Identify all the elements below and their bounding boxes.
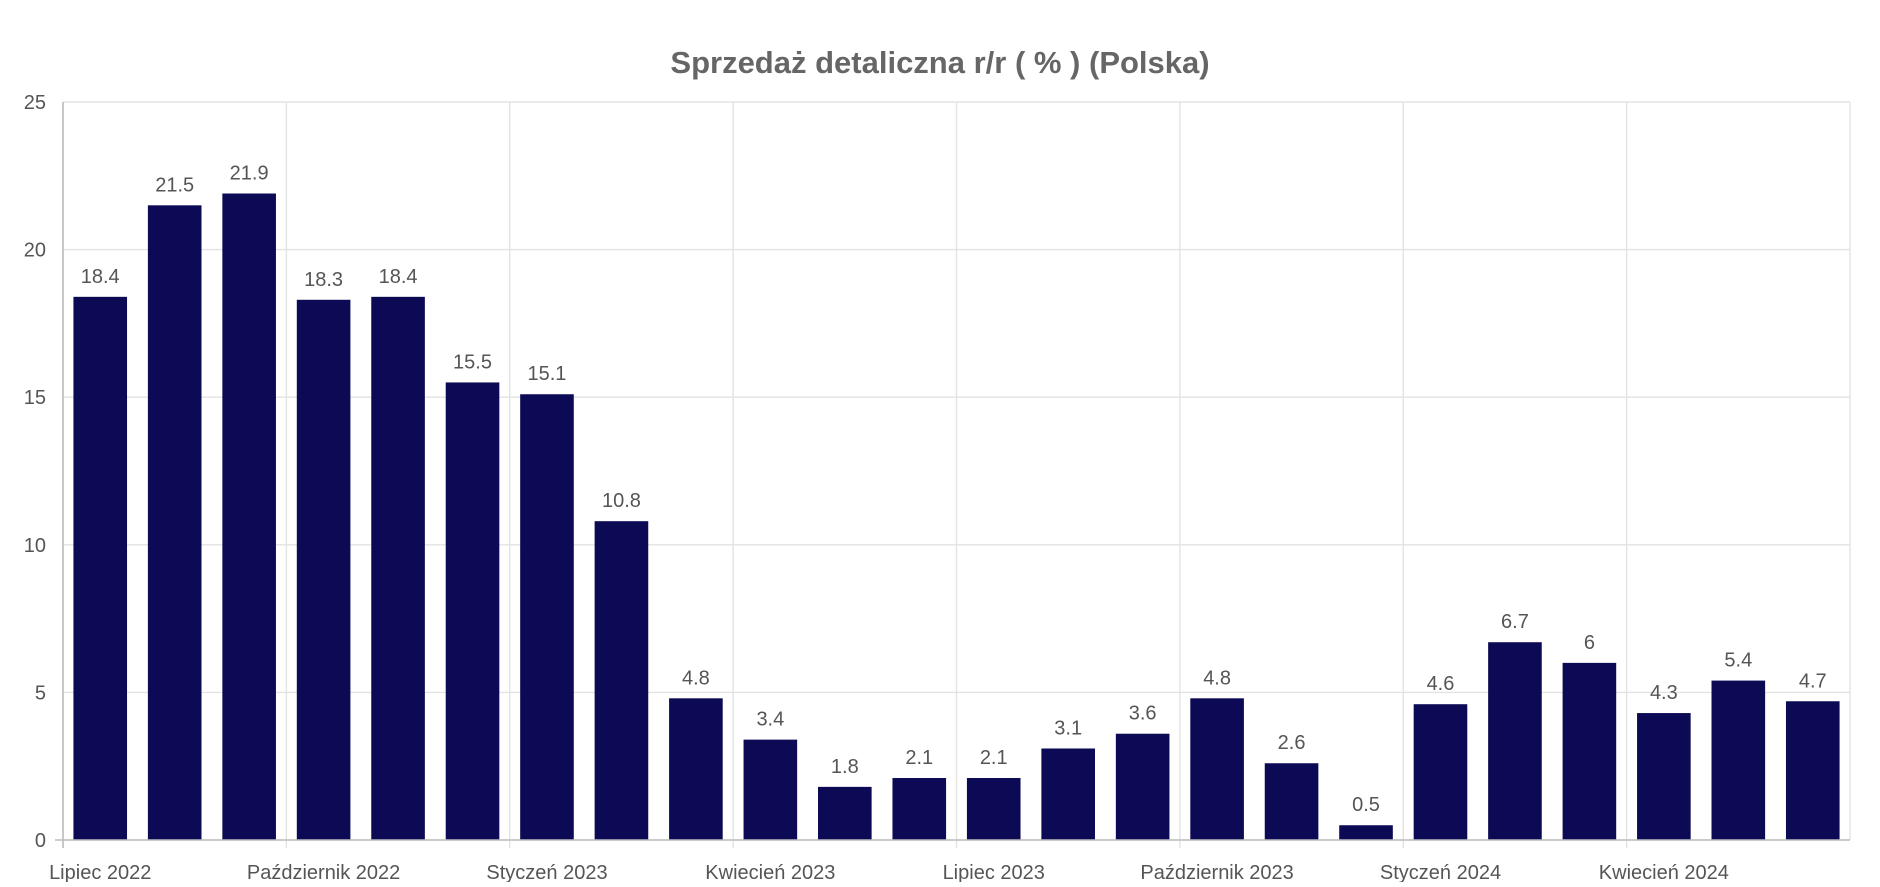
bar <box>1264 763 1319 840</box>
x-tick-label: Lipiec 2022 <box>49 862 151 882</box>
bar-value-label: 4.3 <box>1650 682 1678 704</box>
bar-value-label: 4.8 <box>682 667 710 689</box>
y-tick-label: 5 <box>35 682 46 704</box>
x-tick-label: Styczeń 2023 <box>486 862 607 882</box>
bar-value-label: 0.5 <box>1352 794 1380 816</box>
bar-value-label: 5.4 <box>1724 650 1752 672</box>
bar <box>1115 733 1170 840</box>
bar <box>1488 642 1542 840</box>
bar <box>520 394 574 840</box>
bar <box>1637 713 1691 840</box>
bar-value-label: 15.5 <box>453 351 492 373</box>
axes: 0 5 10 15 20 25 Lipiec 2022 Październik 2022 Sty… <box>24 92 1850 884</box>
bar <box>1190 698 1244 840</box>
y-tick-label: 25 <box>24 92 46 114</box>
bar <box>147 205 202 840</box>
bar-value-label: 18.4 <box>379 266 418 288</box>
bar-value-label: 2.1 <box>980 747 1008 769</box>
bar <box>743 739 798 840</box>
bar <box>1785 701 1840 840</box>
bar <box>1562 662 1617 840</box>
bar-value-label: 15.1 <box>528 363 567 385</box>
grid-lines <box>62 101 1851 848</box>
bar-value-label: 18.3 <box>304 269 343 291</box>
y-tick-label: 10 <box>24 535 46 557</box>
bar <box>222 193 276 841</box>
bar-value-label: 4.8 <box>1203 667 1231 689</box>
y-tick-label: 15 <box>24 387 46 409</box>
bar-value-label: 18.4 <box>81 266 120 288</box>
x-tick-label: Październik 2023 <box>1140 862 1293 882</box>
x-tick-label: Styczeń 2024 <box>1380 862 1501 882</box>
bar-value-label: 21.9 <box>230 163 269 185</box>
x-tick-label: Lipiec 2023 <box>943 862 1045 882</box>
bar-value-label: 3.1 <box>1054 717 1082 739</box>
bar-value-label: 2.1 <box>905 747 933 769</box>
bar <box>966 778 1021 840</box>
bar <box>73 296 128 840</box>
bar <box>1339 825 1393 840</box>
bar <box>1711 680 1766 840</box>
bar <box>892 778 947 840</box>
bar <box>669 698 723 840</box>
value-labels: 18.4 21.5 21.9 18.3 18.4 15.5 15.1 10.8 4.8 3.4 1.… <box>81 163 1827 817</box>
bars <box>73 193 1840 841</box>
bar-value-label: 6 <box>1584 632 1595 654</box>
x-tick-label: Kwiecień 2024 <box>1599 862 1729 882</box>
y-tick-label: 20 <box>24 240 46 262</box>
bar-value-label: 1.8 <box>831 756 859 778</box>
chart-title: Sprzedaż detaliczna r/r ( % ) (Polska) <box>670 45 1209 80</box>
bar <box>445 382 500 840</box>
bar <box>818 786 872 840</box>
x-tick-label: Kwiecień 2023 <box>705 862 835 882</box>
y-tick-label: 0 <box>35 830 46 852</box>
bar-value-label: 3.6 <box>1129 703 1157 725</box>
bar-value-label: 10.8 <box>602 490 641 512</box>
bar <box>594 521 649 840</box>
bar-value-label: 4.6 <box>1427 673 1455 695</box>
bar-value-label: 3.4 <box>756 709 784 731</box>
bar <box>1041 748 1095 840</box>
bar-value-label: 21.5 <box>155 174 194 196</box>
x-tick-label: Październik 2022 <box>247 862 400 882</box>
bar-value-label: 2.6 <box>1278 732 1306 754</box>
bar <box>1413 704 1468 840</box>
bar <box>371 296 425 840</box>
bar <box>296 299 351 840</box>
bar-value-label: 4.7 <box>1799 670 1827 692</box>
bar-value-label: 6.7 <box>1501 611 1529 633</box>
